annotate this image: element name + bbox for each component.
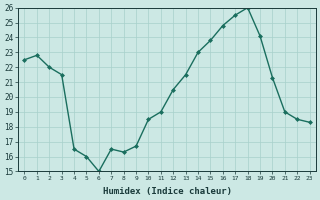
X-axis label: Humidex (Indice chaleur): Humidex (Indice chaleur) <box>102 187 232 196</box>
